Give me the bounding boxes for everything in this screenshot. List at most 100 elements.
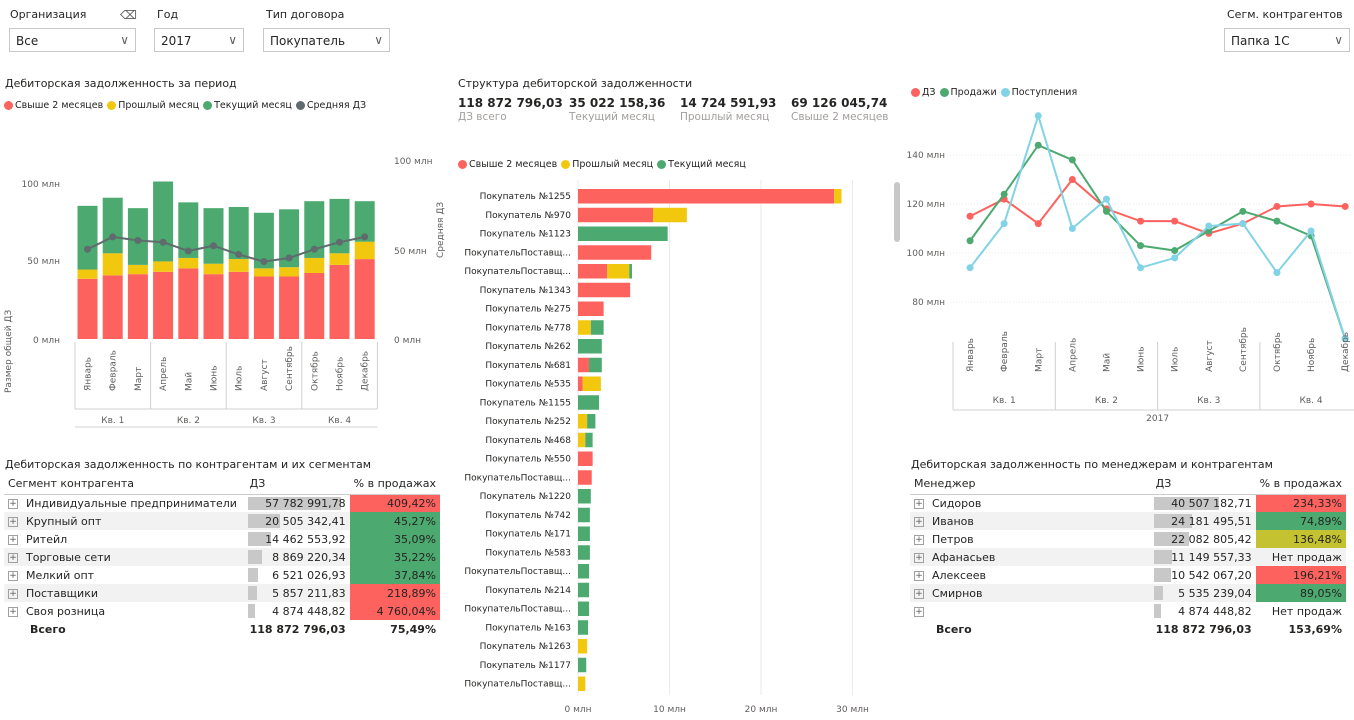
legend-item[interactable]: Свыше 2 месяцев [458, 159, 557, 170]
series-point[interactable] [1239, 220, 1247, 228]
expand-icon[interactable]: + [8, 552, 18, 563]
bar-segment[interactable] [329, 264, 350, 339]
bar-segment[interactable] [607, 264, 630, 279]
series-point[interactable] [1341, 335, 1349, 343]
bar-segment[interactable] [578, 245, 652, 260]
legend-item[interactable]: Поступления [1000, 87, 1077, 98]
series-point[interactable] [1034, 141, 1042, 149]
avg-point[interactable] [159, 238, 167, 246]
bar-segment[interactable] [578, 676, 586, 692]
table-row[interactable]: + Торговые сети 8 869 220,34 35,22% [4, 548, 440, 566]
bar-segment[interactable] [578, 582, 589, 598]
table-row[interactable]: + Петров 22 082 805,42 136,48% [910, 530, 1346, 548]
col-header[interactable]: Менеджер [910, 474, 1152, 495]
bar-segment[interactable] [582, 376, 601, 392]
bar-segment[interactable] [253, 212, 274, 269]
bar-segment[interactable] [153, 261, 174, 272]
legend-item[interactable]: ДЗ [911, 87, 936, 98]
table-row[interactable]: + Сидоров 40 507 182,71 234,33% [910, 494, 1346, 512]
bar-segment[interactable] [127, 264, 148, 275]
bar-segment[interactable] [578, 601, 589, 617]
bar-segment[interactable] [578, 639, 588, 654]
bar-segment[interactable] [77, 205, 98, 270]
bar-segment[interactable] [590, 320, 604, 335]
series-point[interactable] [1205, 227, 1213, 235]
bar-segment[interactable] [253, 268, 274, 277]
bar-segment[interactable] [153, 181, 174, 262]
series-point[interactable] [1102, 195, 1110, 203]
table-row[interactable]: + Своя розница 4 874 448,82 4 760,04% [4, 602, 440, 620]
bar-segment[interactable] [653, 207, 687, 223]
bar-segment[interactable] [127, 274, 148, 339]
slicer-segm-dropdown[interactable]: Папка 1С ∨ [1224, 28, 1350, 52]
bar-segment[interactable] [578, 395, 600, 410]
bar-segment[interactable] [329, 198, 350, 254]
bar-segment[interactable] [178, 268, 199, 339]
series-point[interactable] [1000, 220, 1008, 228]
bar-segment[interactable] [279, 209, 300, 268]
bar-segment[interactable] [304, 257, 325, 273]
avg-point[interactable] [260, 258, 268, 266]
bar-segment[interactable] [588, 357, 602, 373]
expand-icon[interactable]: + [8, 606, 18, 617]
bar-segment[interactable] [304, 272, 325, 339]
bar-segment[interactable] [228, 259, 249, 272]
avg-point[interactable] [310, 245, 318, 253]
slicer-org-dropdown[interactable]: Все ∨ [9, 28, 136, 52]
bar-segment[interactable] [578, 432, 586, 448]
legend-item[interactable]: Средняя ДЗ [295, 100, 366, 111]
bar-segment[interactable] [587, 414, 596, 429]
legend-item[interactable]: Текущий месяц [657, 159, 746, 170]
table-row[interactable]: + Индивидуальные предприниматели 57 782 99… [4, 494, 440, 512]
series-point[interactable] [1307, 227, 1315, 235]
series-line[interactable] [969, 143, 1347, 340]
expand-icon[interactable]: + [8, 498, 18, 509]
avg-point[interactable] [184, 247, 192, 255]
bar-segment[interactable] [629, 264, 632, 279]
bar-segment[interactable] [178, 257, 199, 269]
table-row[interactable]: + Ритейл 14 462 553,92 35,09% [4, 530, 440, 548]
col-header[interactable]: ДЗ [1151, 474, 1256, 495]
bar-segment[interactable] [77, 269, 98, 279]
series-point[interactable] [1341, 202, 1349, 210]
expand-icon[interactable]: + [8, 588, 18, 599]
series-line[interactable] [969, 178, 1346, 235]
bar-segment[interactable] [578, 451, 593, 467]
expand-icon[interactable]: + [8, 534, 18, 545]
bar-segment[interactable] [834, 189, 842, 204]
avg-point[interactable] [285, 254, 293, 262]
bar-segment[interactable] [279, 267, 300, 277]
series-point[interactable] [1137, 264, 1145, 272]
series-point[interactable] [1102, 207, 1110, 215]
bar-segment[interactable] [578, 282, 631, 298]
series-point[interactable] [1273, 217, 1281, 225]
chart2-scrollbar[interactable] [894, 182, 900, 242]
bar-segment[interactable] [578, 226, 668, 242]
expand-icon[interactable]: + [8, 570, 18, 581]
series-point[interactable] [1034, 220, 1042, 228]
series-point[interactable] [1000, 190, 1008, 198]
series-point[interactable] [1307, 200, 1315, 208]
series-point[interactable] [1273, 202, 1281, 210]
bar-segment[interactable] [203, 208, 224, 264]
series-point[interactable] [966, 264, 974, 272]
series-point[interactable] [966, 237, 974, 245]
expand-icon[interactable]: + [914, 516, 924, 527]
bar-segment[interactable] [578, 414, 588, 429]
avg-point[interactable] [84, 245, 91, 253]
series-point[interactable] [1273, 269, 1281, 277]
bar-segment[interactable] [578, 545, 590, 560]
bar-segment[interactable] [578, 357, 589, 373]
table-row[interactable]: + Крупный опт 20 505 342,41 45,27% [4, 512, 440, 530]
bar-segment[interactable] [153, 271, 174, 339]
expand-icon[interactable]: + [914, 498, 924, 509]
bar-segment[interactable] [354, 201, 375, 242]
legend-item[interactable]: Продажи [939, 87, 997, 98]
bar-segment[interactable] [102, 197, 123, 254]
bar-segment[interactable] [578, 264, 608, 279]
expand-icon[interactable]: + [914, 570, 924, 581]
series-point[interactable] [1068, 156, 1076, 164]
avg-line[interactable] [87, 235, 365, 263]
bar-segment[interactable] [585, 432, 593, 448]
bar-segment[interactable] [178, 202, 199, 258]
